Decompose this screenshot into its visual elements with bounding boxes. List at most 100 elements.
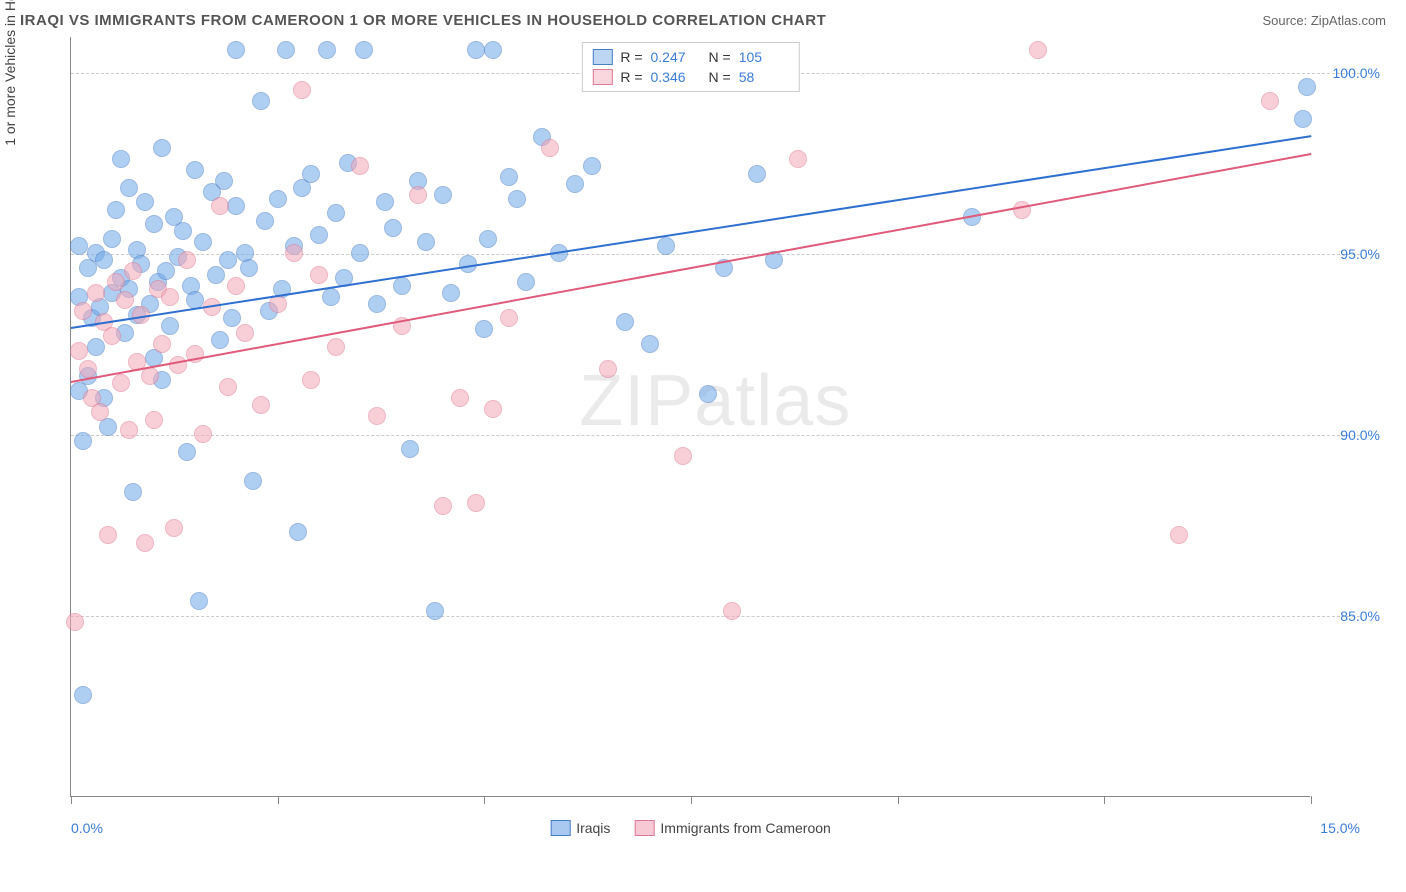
legend-swatch xyxy=(592,49,612,65)
scatter-point xyxy=(227,197,245,215)
legend-swatch xyxy=(592,69,612,85)
scatter-point xyxy=(302,371,320,389)
scatter-point xyxy=(211,197,229,215)
scatter-point xyxy=(302,165,320,183)
scatter-point xyxy=(355,41,373,59)
x-axis-min-label: 0.0% xyxy=(71,820,103,836)
scatter-point xyxy=(74,302,92,320)
scatter-point xyxy=(194,233,212,251)
scatter-point xyxy=(136,193,154,211)
scatter-point xyxy=(417,233,435,251)
scatter-point xyxy=(178,443,196,461)
scatter-point xyxy=(227,41,245,59)
scatter-point xyxy=(1013,201,1031,219)
scatter-point xyxy=(227,277,245,295)
scatter-point xyxy=(277,41,295,59)
scatter-point xyxy=(87,284,105,302)
x-axis-max-label: 15.0% xyxy=(1320,820,1360,836)
scatter-point xyxy=(289,523,307,541)
scatter-point xyxy=(153,335,171,353)
scatter-point xyxy=(136,534,154,552)
scatter-point xyxy=(174,222,192,240)
gridline xyxy=(71,254,1360,255)
scatter-point xyxy=(1298,78,1316,96)
scatter-point xyxy=(641,335,659,353)
x-tick xyxy=(484,796,485,804)
scatter-point xyxy=(293,81,311,99)
scatter-point xyxy=(322,288,340,306)
scatter-point xyxy=(657,237,675,255)
scatter-point xyxy=(120,421,138,439)
scatter-point xyxy=(70,342,88,360)
scatter-point xyxy=(401,440,419,458)
scatter-point xyxy=(599,360,617,378)
scatter-point xyxy=(393,277,411,295)
scatter-point xyxy=(157,262,175,280)
chart-header: IRAQI VS IMMIGRANTS FROM CAMEROON 1 OR M… xyxy=(0,0,1406,37)
scatter-point xyxy=(285,244,303,262)
scatter-point xyxy=(500,168,518,186)
scatter-point xyxy=(674,447,692,465)
scatter-point xyxy=(165,519,183,537)
y-axis-label: 1 or more Vehicles in Household xyxy=(2,0,18,146)
scatter-point xyxy=(74,432,92,450)
scatter-point xyxy=(236,324,254,342)
trend-line xyxy=(71,135,1311,329)
scatter-point xyxy=(120,179,138,197)
chart-source: Source: ZipAtlas.com xyxy=(1262,13,1386,28)
x-tick xyxy=(1104,796,1105,804)
scatter-point xyxy=(269,190,287,208)
y-tick-label: 85.0% xyxy=(1340,608,1380,624)
scatter-point xyxy=(467,494,485,512)
scatter-point xyxy=(74,686,92,704)
scatter-point xyxy=(517,273,535,291)
scatter-point xyxy=(215,172,233,190)
scatter-point xyxy=(566,175,584,193)
r-value: 0.247 xyxy=(651,49,701,65)
scatter-point xyxy=(153,139,171,157)
scatter-point xyxy=(748,165,766,183)
r-label: R = xyxy=(620,49,642,65)
n-value: 58 xyxy=(739,69,789,85)
legend-item: Iraqis xyxy=(550,820,610,836)
scatter-point xyxy=(161,317,179,335)
scatter-point xyxy=(384,219,402,237)
scatter-point xyxy=(219,251,237,269)
legend-swatch xyxy=(634,820,654,836)
r-value: 0.346 xyxy=(651,69,701,85)
scatter-point xyxy=(107,273,125,291)
legend-label: Iraqis xyxy=(576,820,610,836)
scatter-point xyxy=(583,157,601,175)
y-tick-label: 95.0% xyxy=(1340,246,1380,262)
legend-swatch xyxy=(550,820,570,836)
scatter-point xyxy=(240,259,258,277)
scatter-point xyxy=(434,497,452,515)
gridline xyxy=(71,616,1360,617)
scatter-point xyxy=(789,150,807,168)
y-tick-label: 90.0% xyxy=(1340,427,1380,443)
scatter-point xyxy=(252,396,270,414)
scatter-point xyxy=(194,425,212,443)
scatter-point xyxy=(99,526,117,544)
scatter-point xyxy=(87,338,105,356)
watermark: ZIPatlas xyxy=(579,360,851,442)
stats-row: R =0.346N =58 xyxy=(592,67,788,87)
x-tick xyxy=(1311,796,1312,804)
stats-legend: R =0.247N =105R =0.346N =58 xyxy=(581,42,799,92)
scatter-point xyxy=(91,403,109,421)
scatter-point xyxy=(699,385,717,403)
plot-area: 85.0%90.0%95.0%100.0%0.0%15.0%ZIPatlasR … xyxy=(70,37,1310,797)
scatter-point xyxy=(186,161,204,179)
x-tick xyxy=(278,796,279,804)
series-legend: IraqisImmigrants from Cameroon xyxy=(550,820,831,836)
scatter-point xyxy=(141,367,159,385)
scatter-point xyxy=(145,411,163,429)
scatter-point xyxy=(66,613,84,631)
scatter-point xyxy=(207,266,225,284)
scatter-point xyxy=(95,251,113,269)
x-tick xyxy=(691,796,692,804)
scatter-point xyxy=(723,602,741,620)
scatter-point xyxy=(541,139,559,157)
r-label: R = xyxy=(620,69,642,85)
scatter-point xyxy=(310,226,328,244)
